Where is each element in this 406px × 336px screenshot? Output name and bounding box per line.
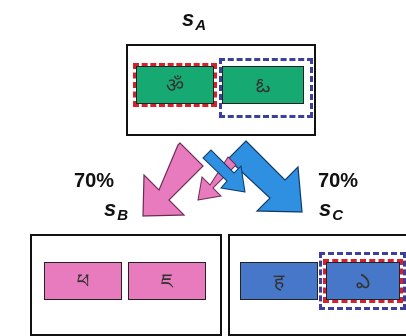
state-a-stimulus-right: ఓ <box>222 66 304 104</box>
state-a-red-dashed-highlight <box>133 63 217 107</box>
state-a-left-glyph: ॐ <box>165 73 185 97</box>
state-a-label: sA <box>182 6 207 34</box>
state-c-red-dashed-highlight <box>323 259 403 303</box>
arrow-to-c <box>227 140 303 213</box>
state-c-stimulus-left: ह <box>240 262 318 300</box>
state-a-right-glyph: ఓ <box>255 73 271 97</box>
state-b-label: sB <box>104 196 129 224</box>
state-c-navy-dashed-highlight <box>319 252 406 310</box>
arrow-to-b <box>142 142 204 217</box>
state-c-label: sC <box>319 196 344 224</box>
right-probability: 70% <box>318 170 359 192</box>
state-b-stimulus-right: ཇ <box>128 262 206 300</box>
state-c-left-glyph: ह <box>273 269 285 293</box>
state-a-stimulus-left: ॐ <box>136 66 214 104</box>
small-arrow-to-c <box>202 149 246 193</box>
state-b-right-glyph: ཇ <box>160 269 174 293</box>
state-a-navy-dashed-highlight <box>219 58 313 118</box>
state-c-stimulus-right: ఎ <box>326 262 400 300</box>
left-probability: 70% <box>74 170 115 192</box>
state-b-left-glyph: ཕ <box>76 269 90 293</box>
state-c-right-glyph: ఎ <box>355 269 371 293</box>
state-b-stimulus-left: ཕ <box>44 262 122 300</box>
